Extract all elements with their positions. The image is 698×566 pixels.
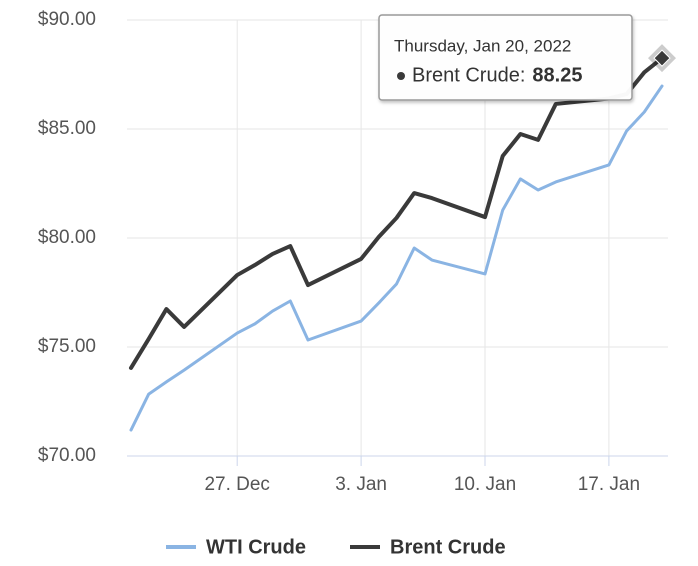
- y-tick-label: $85.00: [38, 118, 96, 139]
- y-tick-label: $90.00: [38, 9, 96, 30]
- tooltip-header: Thursday, Jan 20, 2022: [394, 36, 571, 55]
- tooltip-label: Brent Crude:: [412, 64, 525, 86]
- plot-area: [129, 56, 664, 432]
- tooltip: Thursday, Jan 20, 2022 Brent Crude: 88.25: [378, 14, 676, 101]
- x-tick-label: 3. Jan: [335, 474, 387, 495]
- tooltip-bullet: [397, 72, 405, 80]
- x-tick-label: 10. Jan: [454, 474, 516, 495]
- y-tick-label: $70.00: [38, 445, 96, 466]
- x-tick-label: 27. Dec: [204, 474, 269, 495]
- hover-marker-core: [653, 49, 671, 67]
- tooltip-box: [378, 14, 633, 101]
- legend: WTI Crude Brent Crude: [166, 536, 506, 558]
- legend-label[interactable]: WTI Crude: [206, 536, 306, 558]
- tooltip-value: 88.25: [532, 64, 582, 86]
- x-tick-label: 17. Jan: [578, 474, 640, 495]
- legend-label[interactable]: Brent Crude: [390, 536, 506, 558]
- series-line: [129, 84, 664, 432]
- series-line: [129, 56, 664, 370]
- y-tick-label: $80.00: [38, 227, 96, 248]
- y-tick-label: $75.00: [38, 336, 96, 357]
